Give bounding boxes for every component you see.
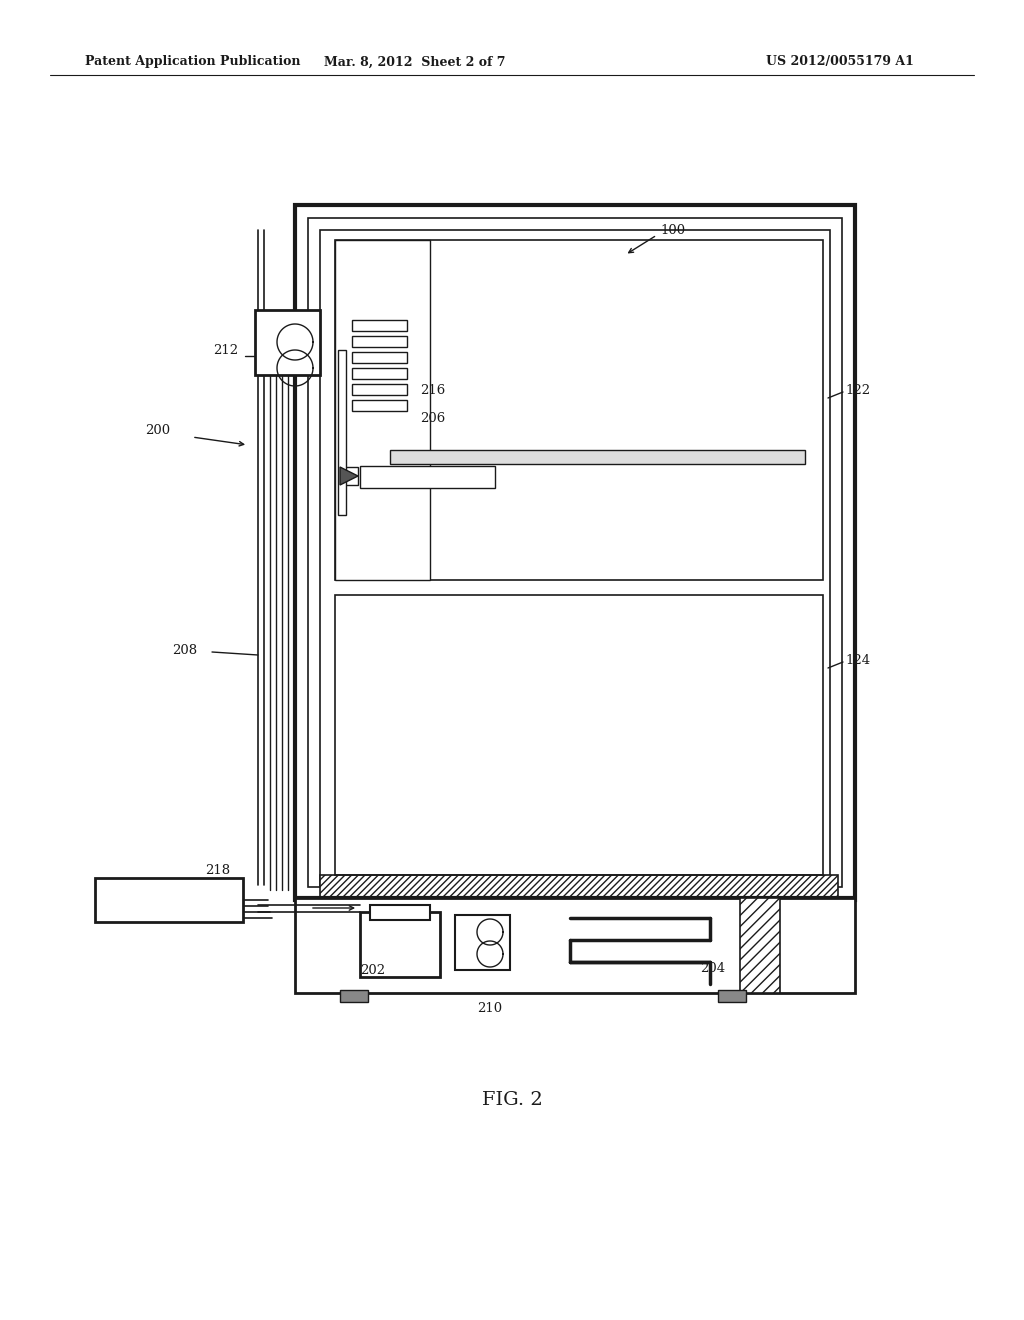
Bar: [352, 400, 407, 411]
Text: 100: 100: [660, 223, 685, 236]
Text: US 2012/0055179 A1: US 2012/0055179 A1: [766, 55, 914, 69]
Bar: [295, 205, 855, 900]
Bar: [308, 218, 842, 887]
Bar: [308, 218, 842, 887]
Text: 200: 200: [145, 424, 170, 437]
Bar: [255, 310, 319, 375]
Text: 204: 204: [700, 961, 725, 974]
Bar: [319, 875, 838, 898]
Text: 218: 218: [205, 863, 230, 876]
Bar: [370, 906, 430, 920]
Bar: [352, 384, 407, 395]
Text: 208: 208: [172, 644, 198, 656]
Bar: [335, 240, 430, 579]
Text: FIG. 2: FIG. 2: [481, 1092, 543, 1109]
Text: 212: 212: [213, 343, 239, 356]
Bar: [390, 450, 805, 465]
Bar: [338, 350, 346, 515]
Bar: [352, 337, 407, 347]
Bar: [335, 595, 823, 875]
Bar: [352, 352, 407, 363]
Bar: [352, 368, 407, 379]
Text: Mar. 8, 2012  Sheet 2 of 7: Mar. 8, 2012 Sheet 2 of 7: [325, 55, 506, 69]
Bar: [319, 875, 838, 898]
Text: 216: 216: [420, 384, 445, 396]
Text: 124: 124: [845, 653, 870, 667]
Bar: [319, 230, 830, 887]
Bar: [360, 466, 495, 488]
Text: 206: 206: [420, 412, 445, 425]
Text: 122: 122: [845, 384, 870, 396]
Text: 202: 202: [360, 964, 385, 977]
Bar: [352, 319, 407, 331]
Bar: [718, 990, 746, 1002]
Bar: [740, 898, 780, 993]
Bar: [455, 915, 510, 970]
Bar: [340, 467, 358, 484]
Bar: [95, 878, 243, 921]
Text: 210: 210: [477, 1002, 503, 1015]
Bar: [335, 240, 823, 579]
Text: CONTROLLER: CONTROLLER: [128, 895, 210, 906]
Bar: [340, 990, 368, 1002]
Bar: [295, 898, 855, 993]
Bar: [360, 912, 440, 977]
Polygon shape: [340, 467, 358, 484]
Text: Patent Application Publication: Patent Application Publication: [85, 55, 300, 69]
